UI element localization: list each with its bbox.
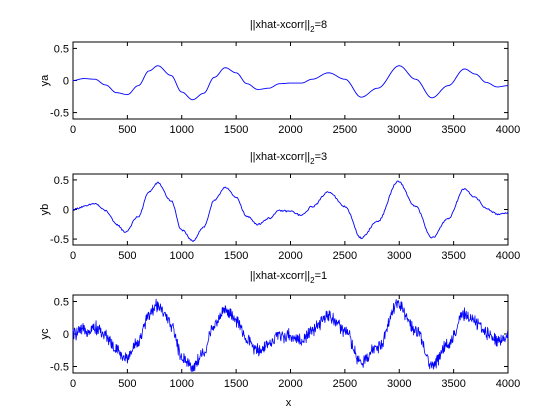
panel-b-title: ||xhat-xcorr||2=3 — [250, 151, 327, 166]
panel-b-series-line — [72, 180, 509, 242]
panel-a-ytick-label: 0 — [63, 76, 69, 88]
panel-b-ticks: 0 500 1000 1500 2000 2500 3000 3500 4000-0.500.5 — [50, 174, 520, 262]
panel-c-axes — [72, 294, 509, 374]
panel-c-ylabel: yc — [39, 328, 51, 340]
panel-c-ticks: 0 500 1000 1500 2000 2500 3000 3500 4000-0.500.5 — [50, 295, 520, 390]
panel-a-series-line — [72, 65, 509, 101]
panel-b-xtick-label: 4000 — [496, 250, 520, 262]
panel-a-xtick-label: 1500 — [224, 124, 248, 136]
panel-b-xtick-label: 500 — [118, 250, 136, 262]
panel-b-xtick-label: 2000 — [278, 250, 302, 262]
panel-c: ||xhat-xcorr||2=1 0 500 1000 1500 2000 2500 30… — [39, 270, 520, 409]
panel-b-axes — [72, 173, 509, 246]
panel-c-xtick-label: 2500 — [333, 378, 357, 390]
panel-a-xtick-label: 1000 — [170, 124, 194, 136]
panel-c-xtick-label: 3000 — [387, 378, 411, 390]
panel-a-title: ||xhat-xcorr||2=8 — [250, 19, 327, 34]
panel-a-xtick-label: 3500 — [441, 124, 465, 136]
panel-a-axes — [72, 41, 509, 120]
panel-c-series-line — [72, 298, 509, 372]
panel-c-xtick-label: 0 — [70, 378, 76, 390]
panel-c-xlabel: x — [286, 397, 292, 409]
panel-c-ytick-label: 0 — [63, 329, 69, 341]
panel-a-ylabel: ya — [39, 74, 51, 87]
panel-c-xtick-label: 1500 — [224, 378, 248, 390]
panel-b-xtick-label: 3500 — [441, 250, 465, 262]
panel-b-ylabel: yb — [39, 204, 51, 216]
panel-a-xtick-label: 500 — [118, 124, 136, 136]
panel-a-xtick-label: 0 — [70, 124, 76, 136]
panel-b-ytick-label: 0.5 — [54, 175, 69, 187]
panel-c-ytick-label: -0.5 — [50, 362, 69, 374]
panel-a-xtick-label: 2000 — [278, 124, 302, 136]
panel-b-xtick-label: 3000 — [387, 250, 411, 262]
panel-b-xtick-label: 1000 — [170, 250, 194, 262]
panel-c-xtick-label: 4000 — [496, 378, 520, 390]
panel-a-ytick-label: -0.5 — [50, 108, 69, 120]
panel-a-ticks: 0 500 1000 1500 2000 2500 3000 3500 4000-0.500.5 — [50, 42, 520, 136]
panel-c-title: ||xhat-xcorr||2=1 — [250, 270, 327, 285]
panel-b-xtick-label: 2500 — [333, 250, 357, 262]
panel-b: ||xhat-xcorr||2=3 0 500 1000 1500 2000 2500 30… — [39, 151, 520, 262]
panel-c-xtick-label: 500 — [118, 378, 136, 390]
panel-a-xtick-label: 3000 — [387, 124, 411, 136]
panel-c-xtick-label: 2000 — [278, 378, 302, 390]
panel-a-xtick-label: 2500 — [333, 124, 357, 136]
panel-c-ytick-label: 0.5 — [54, 297, 69, 309]
panel-b-ytick-label: -0.5 — [50, 234, 69, 246]
panel-b-xtick-label: 0 — [70, 250, 76, 262]
panel-a: ||xhat-xcorr||2=8 0 500 1000 1500 2000 2500 30… — [39, 19, 520, 136]
panel-a-ytick-label: 0.5 — [54, 43, 69, 55]
panel-c-xtick-label: 1000 — [170, 378, 194, 390]
panel-b-ytick-label: 0 — [63, 205, 69, 217]
panel-a-xtick-label: 4000 — [496, 124, 520, 136]
panel-c-xtick-label: 3500 — [441, 378, 465, 390]
panel-b-xtick-label: 1500 — [224, 250, 248, 262]
